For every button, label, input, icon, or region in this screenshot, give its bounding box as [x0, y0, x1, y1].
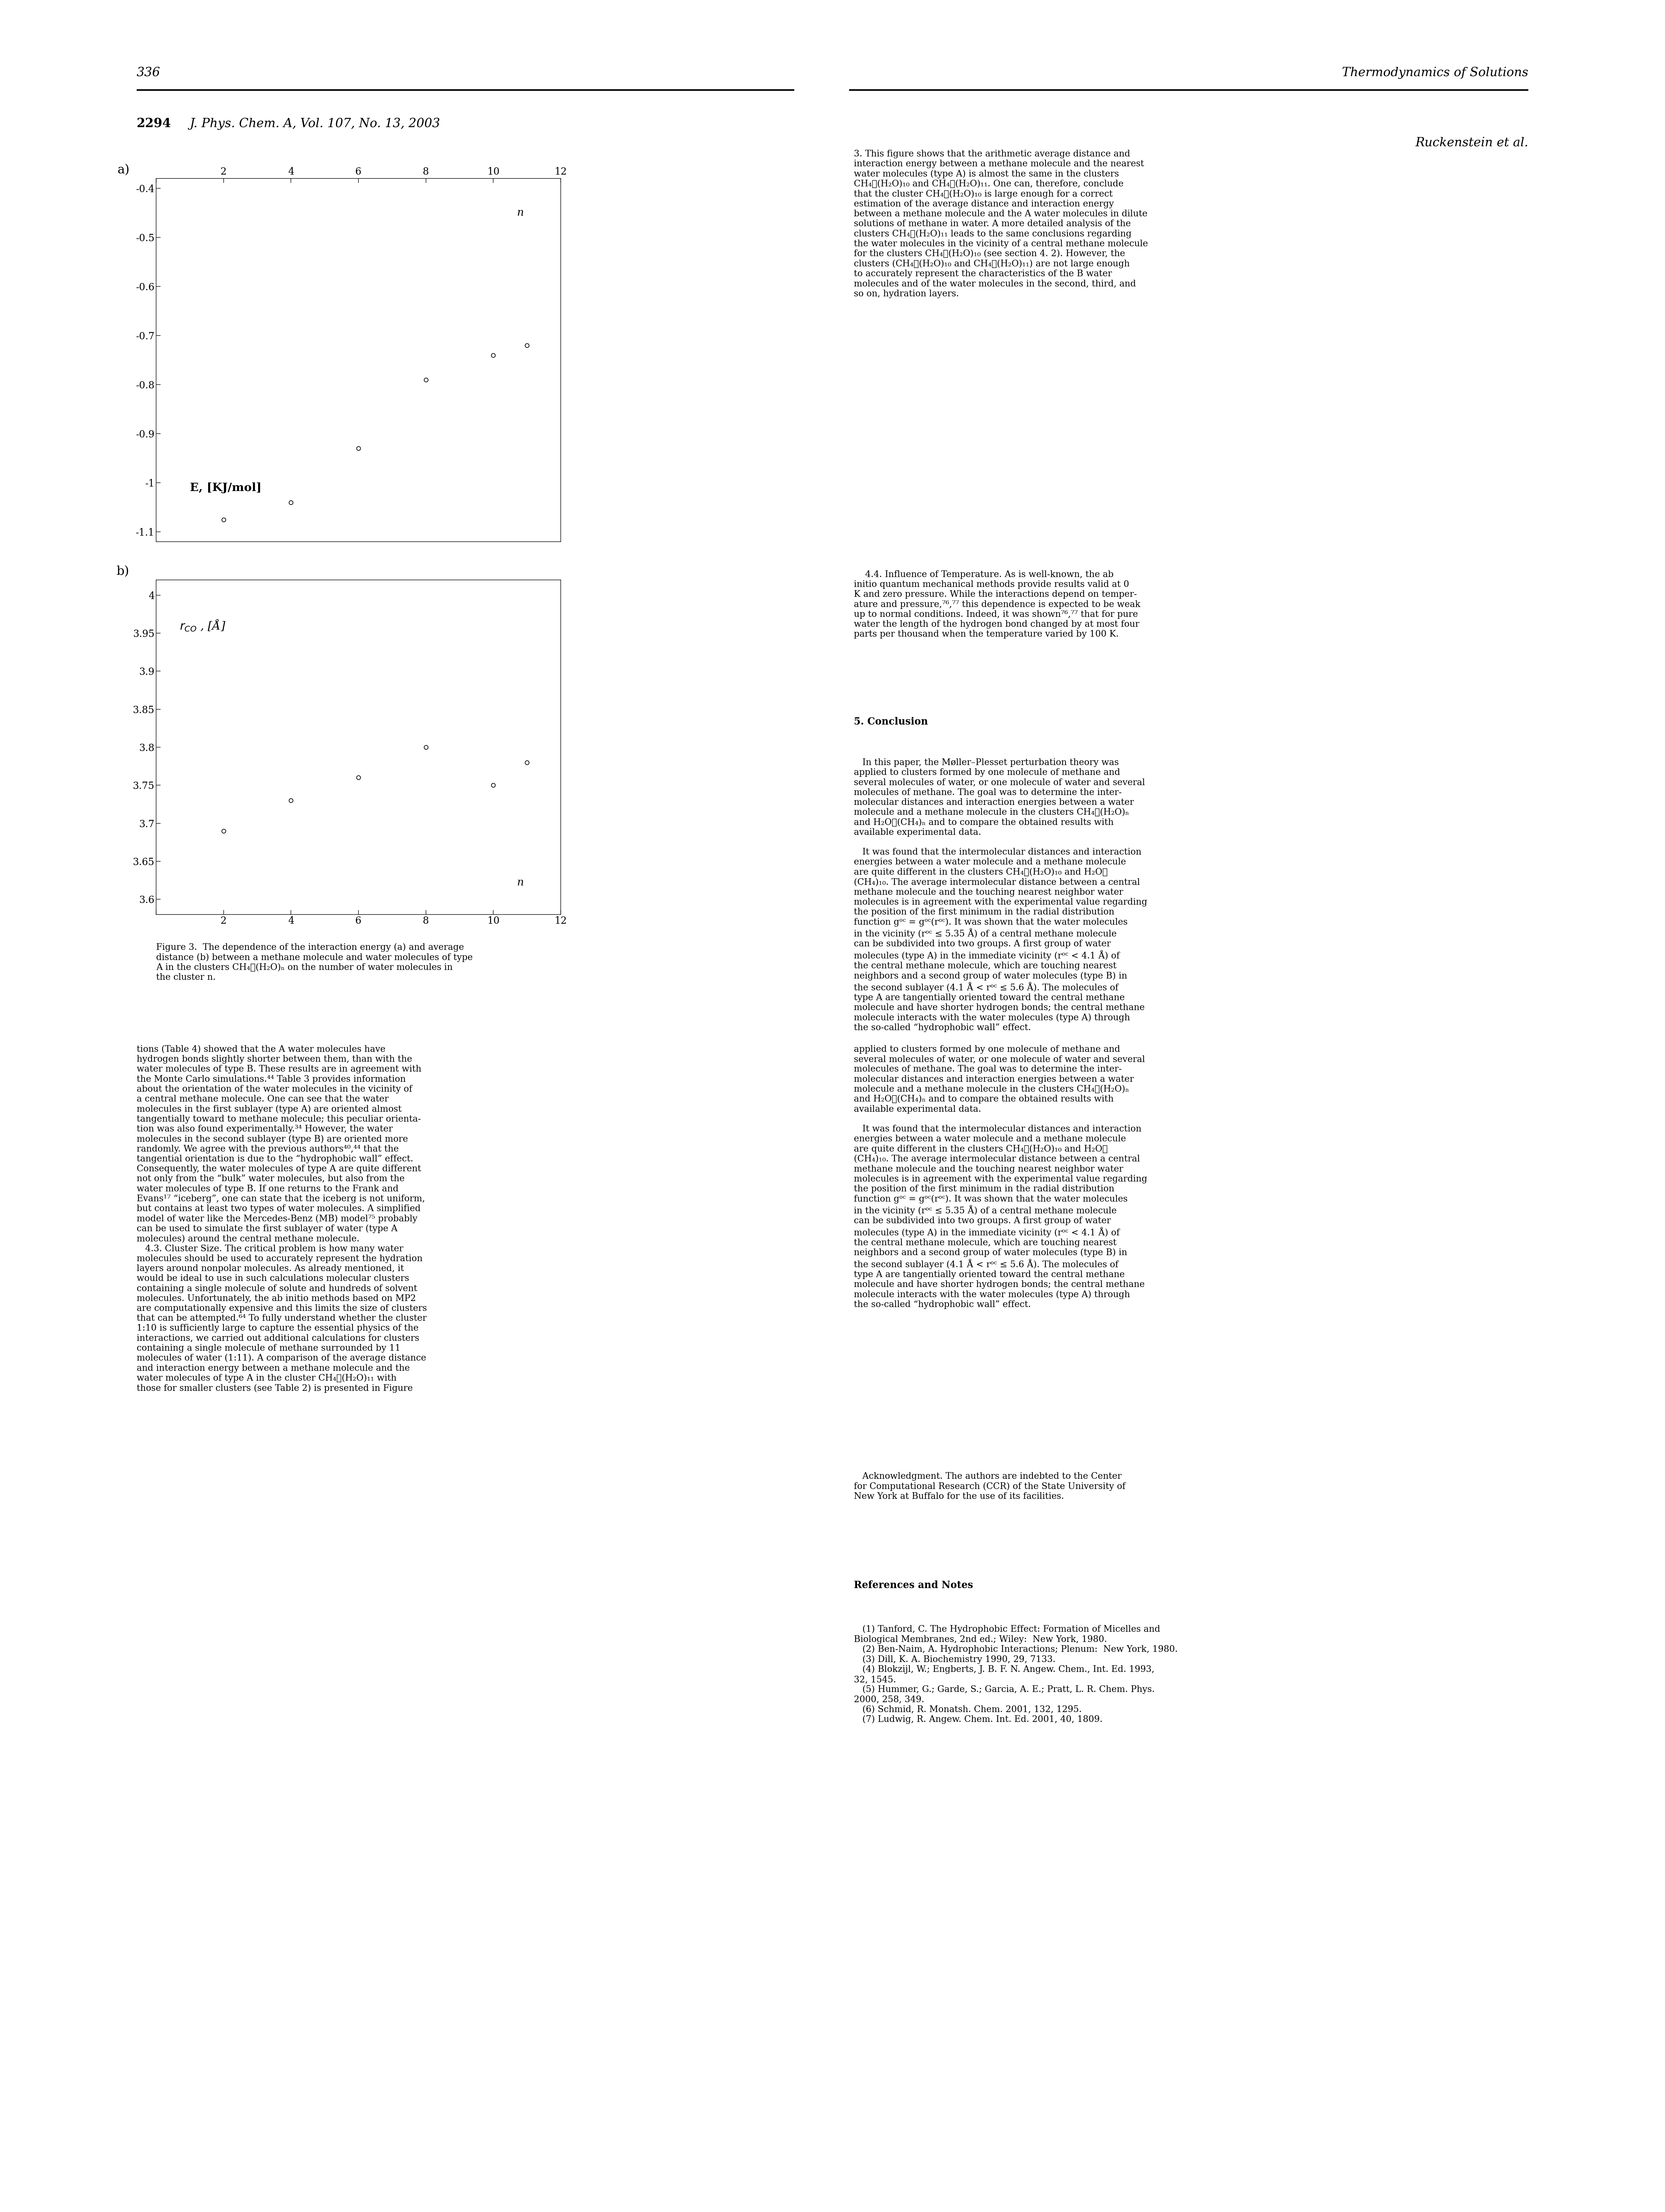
- Text: Thermodynamics of Solutions: Thermodynamics of Solutions: [1342, 66, 1528, 80]
- Point: [345, 761, 371, 796]
- Point: [480, 768, 506, 803]
- Point: [480, 338, 506, 374]
- Text: E, [KJ/mol]: E, [KJ/mol]: [190, 482, 261, 493]
- Text: 2294: 2294: [137, 117, 171, 131]
- Point: [210, 502, 236, 538]
- Text: applied to clusters formed by one molecule of methane and
several molecules of w: applied to clusters formed by one molecu…: [854, 1044, 1147, 1310]
- Point: [514, 745, 541, 781]
- Text: n: n: [516, 878, 524, 887]
- Text: 3. This figure shows that the arithmetic average distance and
interaction energy: 3. This figure shows that the arithmetic…: [854, 150, 1147, 299]
- Point: [210, 814, 236, 849]
- Text: b): b): [117, 566, 130, 577]
- Text: (1) Tanford, C. The Hydrophobic Effect: Formation of Micelles and
Biological Mem: (1) Tanford, C. The Hydrophobic Effect: …: [854, 1626, 1177, 1723]
- Text: J. Phys. Chem. A, Vol. 107, No. 13, 2003: J. Phys. Chem. A, Vol. 107, No. 13, 2003: [190, 117, 440, 131]
- Text: a): a): [117, 164, 130, 177]
- Text: Ruckenstein et al.: Ruckenstein et al.: [1415, 137, 1528, 148]
- Text: n: n: [516, 208, 524, 219]
- Point: [413, 730, 440, 765]
- Text: 336: 336: [137, 66, 160, 80]
- Text: $r_{CO}$ , [Å]: $r_{CO}$ , [Å]: [180, 619, 226, 633]
- Text: 5. Conclusion: 5. Conclusion: [854, 717, 927, 728]
- Text: Acknowledgment. The authors are indebted to the Center
for Computational Researc: Acknowledgment. The authors are indebted…: [854, 1473, 1126, 1500]
- Point: [413, 363, 440, 398]
- Text: Figure 3.  The dependence of the interaction energy (a) and average
distance (b): Figure 3. The dependence of the interact…: [157, 942, 473, 982]
- Point: [278, 783, 305, 818]
- Text: tions (Table 4) showed that the A water molecules have
hydrogen bonds slightly s: tions (Table 4) showed that the A water …: [137, 1044, 426, 1394]
- Text: In this paper, the Møller–Plesset perturbation theory was
applied to clusters fo: In this paper, the Møller–Plesset pertur…: [854, 759, 1147, 1033]
- Point: [345, 431, 371, 467]
- Text: References and Notes: References and Notes: [854, 1579, 972, 1590]
- Point: [278, 484, 305, 520]
- Point: [514, 327, 541, 363]
- Text: 4.4. Influence of Temperature. As is well-known, the ab
initio quantum mechanica: 4.4. Influence of Temperature. As is wel…: [854, 571, 1141, 639]
